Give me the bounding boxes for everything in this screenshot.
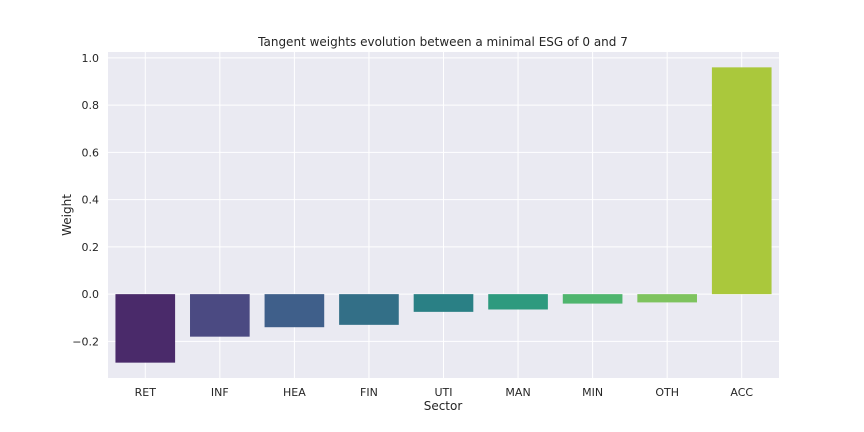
bar-ret <box>115 294 176 363</box>
x-tick-label: FIN <box>360 386 378 399</box>
bar-fin <box>339 294 399 325</box>
x-axis-label: Sector <box>424 399 463 413</box>
bars <box>115 67 772 363</box>
bar-oth <box>637 294 697 303</box>
y-tick-label: −0.2 <box>72 335 99 348</box>
x-tick-label: RET <box>135 386 157 399</box>
x-axis-ticks: RET INF HEA FIN UTI MAN MIN OTH ACC <box>135 386 754 399</box>
y-axis-label: Weight <box>60 194 74 236</box>
bar-inf <box>190 294 250 337</box>
y-tick-label: 0.2 <box>82 241 100 254</box>
bar-hea <box>264 294 325 328</box>
chart-title: Tangent weights evolution between a mini… <box>257 35 628 49</box>
bar-acc <box>711 67 772 295</box>
x-tick-label: INF <box>211 386 229 399</box>
y-tick-label: 0.4 <box>82 194 100 207</box>
y-tick-label: 0.6 <box>82 146 100 159</box>
x-tick-label: OTH <box>655 386 679 399</box>
bar-min <box>562 294 623 304</box>
x-tick-label: MIN <box>582 386 603 399</box>
y-tick-label: 0.8 <box>82 99 100 112</box>
y-tick-label: 0.0 <box>82 288 100 301</box>
x-tick-label: HEA <box>283 386 306 399</box>
x-tick-label: MAN <box>505 386 530 399</box>
y-tick-label: 1.0 <box>82 52 100 65</box>
y-axis-ticks: −0.2 0.0 0.2 0.4 0.6 0.8 1.0 <box>72 52 99 348</box>
bar-man <box>488 294 548 310</box>
bar-uti <box>413 294 474 312</box>
x-tick-label: UTI <box>434 386 452 399</box>
x-tick-label: ACC <box>730 386 753 399</box>
